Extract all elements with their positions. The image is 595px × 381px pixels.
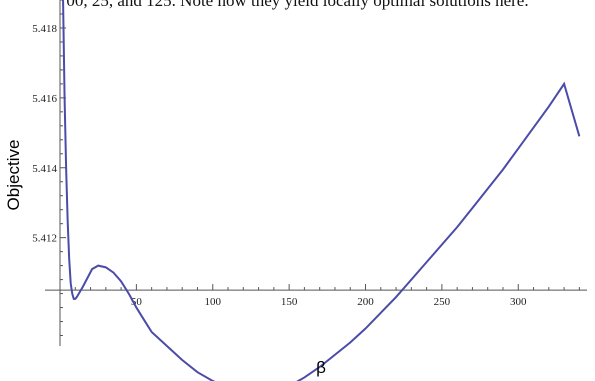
y-tick-label: 5.412 (32, 233, 57, 245)
x-tick-label: 250 (434, 296, 451, 308)
x-tick-label: 150 (281, 296, 298, 308)
y-tick-label: 5.414 (32, 163, 57, 175)
y-tick-label: 5.416 (32, 93, 57, 105)
y-axis-title: Objective (4, 140, 23, 211)
objective-curve (62, 0, 581, 381)
x-axis-ticks: 50 100 150 200 250 300 (74, 284, 580, 308)
x-tick-label: 200 (357, 296, 374, 308)
caption-fragment: 00, 25, and 125. Note how they yield loc… (66, 0, 529, 10)
y-axis-ticks: 5.412 5.414 5.416 5.418 (32, 0, 66, 337)
y-tick-label: 5.418 (32, 23, 57, 35)
x-axis-title: β (316, 358, 326, 377)
x-tick-label: 50 (131, 296, 143, 308)
x-tick-label: 300 (510, 296, 527, 308)
x-tick-label: 100 (205, 296, 222, 308)
